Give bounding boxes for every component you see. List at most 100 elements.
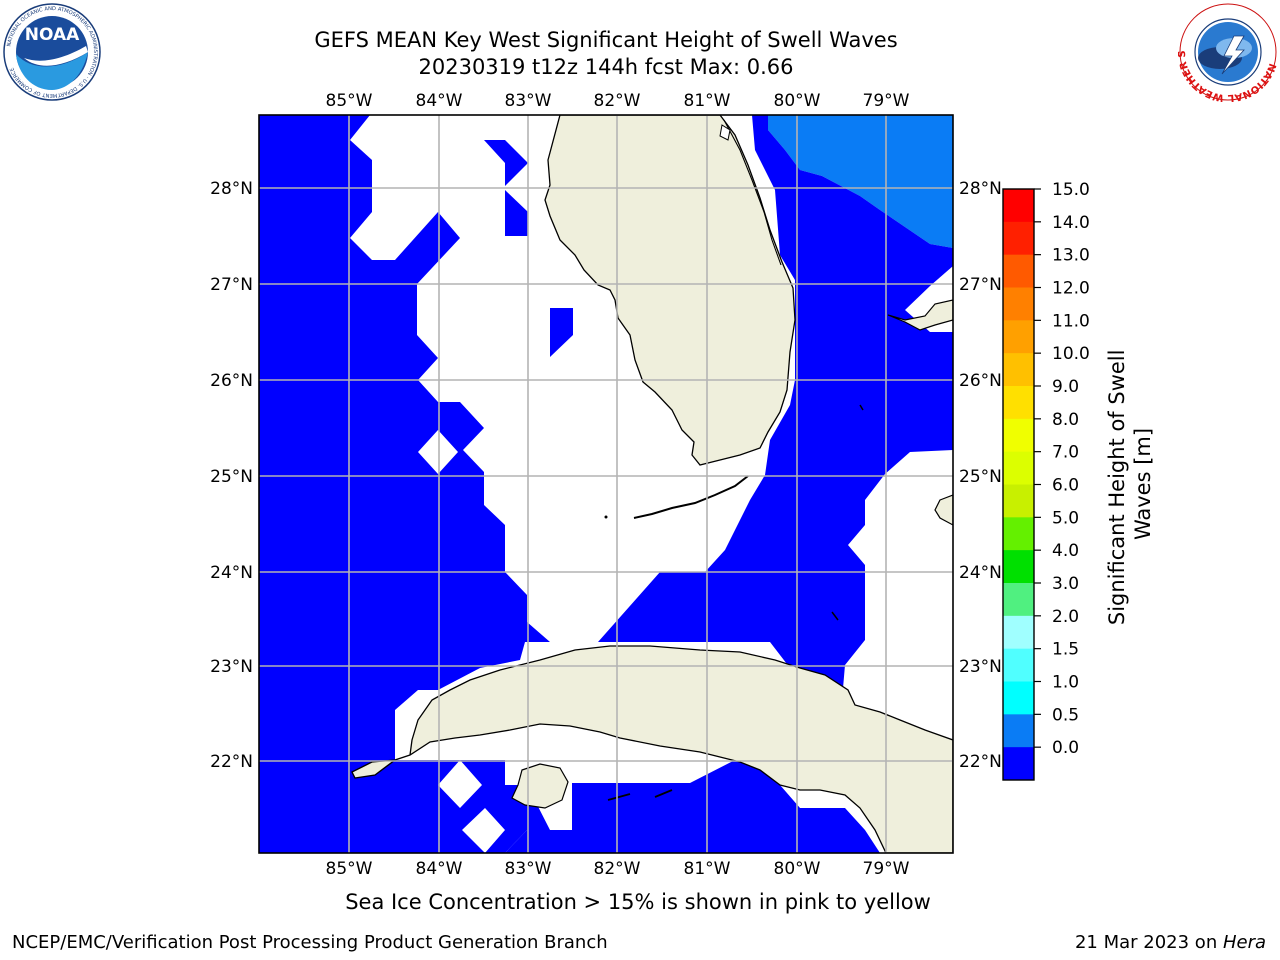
florida-keys — [633, 475, 749, 519]
lat-tick-left: 24°N — [210, 563, 253, 583]
lon-tick-top: 80°W — [774, 91, 821, 111]
lon-tick-top: 79°W — [863, 91, 910, 111]
land-bahamas-andros — [934, 494, 953, 526]
host-name: Hera — [1222, 932, 1266, 953]
lon-tick-top: 81°W — [684, 91, 731, 111]
colorbar-swatch — [1003, 714, 1034, 748]
lon-tick-bottom: 85°W — [326, 859, 373, 879]
colorbar-label-line2: Waves [m] — [1131, 428, 1155, 540]
colorbar-tick-label: 10.0 — [1052, 344, 1090, 364]
swell-region-0.5-1.0 — [768, 115, 953, 248]
colorbar-swatch — [1003, 583, 1034, 617]
land-florida — [544, 115, 796, 466]
colorbar-swatch — [1003, 320, 1034, 354]
colorbar-swatch — [1003, 254, 1034, 288]
lon-tick-bottom: 84°W — [416, 859, 463, 879]
cay — [831, 611, 839, 621]
swell-patch-north-2 — [505, 190, 528, 236]
lon-tick-bottom: 80°W — [774, 859, 821, 879]
swell-region-caribbean — [259, 760, 550, 853]
colorbar-swatch — [1003, 353, 1034, 387]
colorbar-swatch — [1003, 747, 1034, 781]
colorbar-swatch — [1003, 418, 1034, 453]
lat-tick-right: 22°N — [959, 752, 1002, 772]
generation-date-text: 21 Mar 2023 on — [1074, 932, 1223, 953]
florida-barrier-island — [723, 119, 782, 266]
swell-patch-central — [550, 308, 573, 357]
swell-region-gulf — [259, 115, 550, 853]
lon-tick-top: 82°W — [594, 91, 641, 111]
colorbar-swatch — [1003, 484, 1034, 518]
colorbar-swatch — [1003, 287, 1034, 321]
colorbar-swatch — [1003, 648, 1034, 682]
colorbar-swatch — [1003, 386, 1034, 420]
colorbar-tick-label: 2.0 — [1052, 607, 1079, 627]
swell-region-atlantic — [598, 115, 953, 700]
colorbar-tick-label: 11.0 — [1052, 311, 1090, 331]
colorbar-tick-label: 3.0 — [1052, 574, 1079, 594]
colorbar-tick-label: 12.0 — [1052, 279, 1090, 299]
lat-tick-right: 23°N — [959, 657, 1002, 677]
colorbar-swatch — [1003, 681, 1034, 715]
colorbar-tick-label: 1.0 — [1052, 673, 1079, 693]
lon-tick-bottom: 82°W — [594, 859, 641, 879]
colorbar-tick-label: 14.0 — [1052, 213, 1090, 233]
noaa-logo: NOAA NATIONAL OCEANIC AND ATMOSPHERIC AD… — [3, 3, 101, 101]
colorbar-label: Significant Height of Swell Waves [m] — [1105, 343, 1155, 625]
lon-tick-top: 83°W — [505, 91, 552, 111]
lat-tick-right: 26°N — [959, 371, 1002, 391]
swell-patch-north-1 — [484, 140, 528, 186]
land-isle-of-youth — [511, 763, 569, 809]
lon-tick-bottom: 83°W — [505, 859, 552, 879]
chart-title: GEFS MEAN Key West Significant Height of… — [314, 28, 898, 52]
colorbar-tick-label: 4.0 — [1052, 541, 1079, 561]
colorbar-tick-label: 15.0 — [1052, 180, 1090, 200]
map-frame — [258, 114, 954, 854]
lat-tick-right: 25°N — [959, 467, 1002, 487]
colorbar-tick-label: 0.5 — [1052, 705, 1079, 725]
lat-tick-left: 22°N — [210, 752, 253, 772]
generation-date: 21 Mar 2023 on Hera — [1075, 932, 1266, 953]
sea-ice-footnote: Sea Ice Concentration > 15% is shown in … — [345, 890, 931, 914]
colorbar-swatch — [1003, 615, 1034, 650]
colorbar-tick-label: 5.0 — [1052, 508, 1079, 528]
colorbar-tick-label: 0.0 — [1052, 738, 1079, 758]
colorbar-label-line1: Significant Height of Swell — [1105, 350, 1129, 626]
lon-tick-top: 85°W — [326, 91, 373, 111]
lon-tick-top: 84°W — [416, 91, 463, 111]
colorbar-swatch — [1003, 221, 1034, 256]
map-area — [259, 115, 953, 853]
lake-okeechobee — [719, 124, 731, 141]
colorbar-tick-label: 7.0 — [1052, 443, 1079, 463]
colorbar-tick-label: 1.5 — [1052, 640, 1079, 660]
colorbar-swatch — [1003, 550, 1034, 584]
colorbar-swatch — [1003, 189, 1034, 223]
colorbar-swatch — [1003, 517, 1034, 551]
lat-tick-right: 27°N — [959, 275, 1002, 295]
chart-subtitle: 20230319 t12z 144h fcst Max: 0.66 — [418, 55, 794, 79]
colorbar-tick-label: 13.0 — [1052, 246, 1090, 266]
lat-tick-left: 25°N — [210, 467, 253, 487]
noaa-logo-text: NOAA — [25, 25, 80, 45]
colorbar-swatch — [1003, 451, 1034, 485]
gridlines — [259, 115, 953, 853]
cay — [859, 404, 864, 411]
lat-tick-left: 28°N — [210, 179, 253, 199]
nws-logo: NATIONAL WEATHER SERVICE — [1178, 2, 1277, 102]
producer-credit: NCEP/EMC/Verification Post Processing Pr… — [12, 932, 608, 953]
colorbar-tick-label: 8.0 — [1052, 410, 1079, 430]
colorbar-ticks: 15.0 14.0 13.0 12.0 11.0 10.0 9.0 8.0 7.0 6.0 5.0 4… — [1034, 180, 1090, 758]
land-bahamas-north — [887, 299, 953, 331]
lat-tick-right: 28°N — [959, 179, 1002, 199]
lat-tick-left: 27°N — [210, 275, 253, 295]
colorbar-tick-label: 6.0 — [1052, 476, 1079, 496]
cuba-south-cays — [607, 789, 673, 801]
lat-tick-right: 24°N — [959, 563, 1002, 583]
swell-region-caribbean-south — [505, 760, 880, 853]
lat-tick-left: 26°N — [210, 371, 253, 391]
lat-tick-left: 23°N — [210, 657, 253, 677]
colorbar — [1003, 189, 1034, 781]
lon-tick-bottom: 81°W — [684, 859, 731, 879]
colorbar-tick-label: 9.0 — [1052, 377, 1079, 397]
